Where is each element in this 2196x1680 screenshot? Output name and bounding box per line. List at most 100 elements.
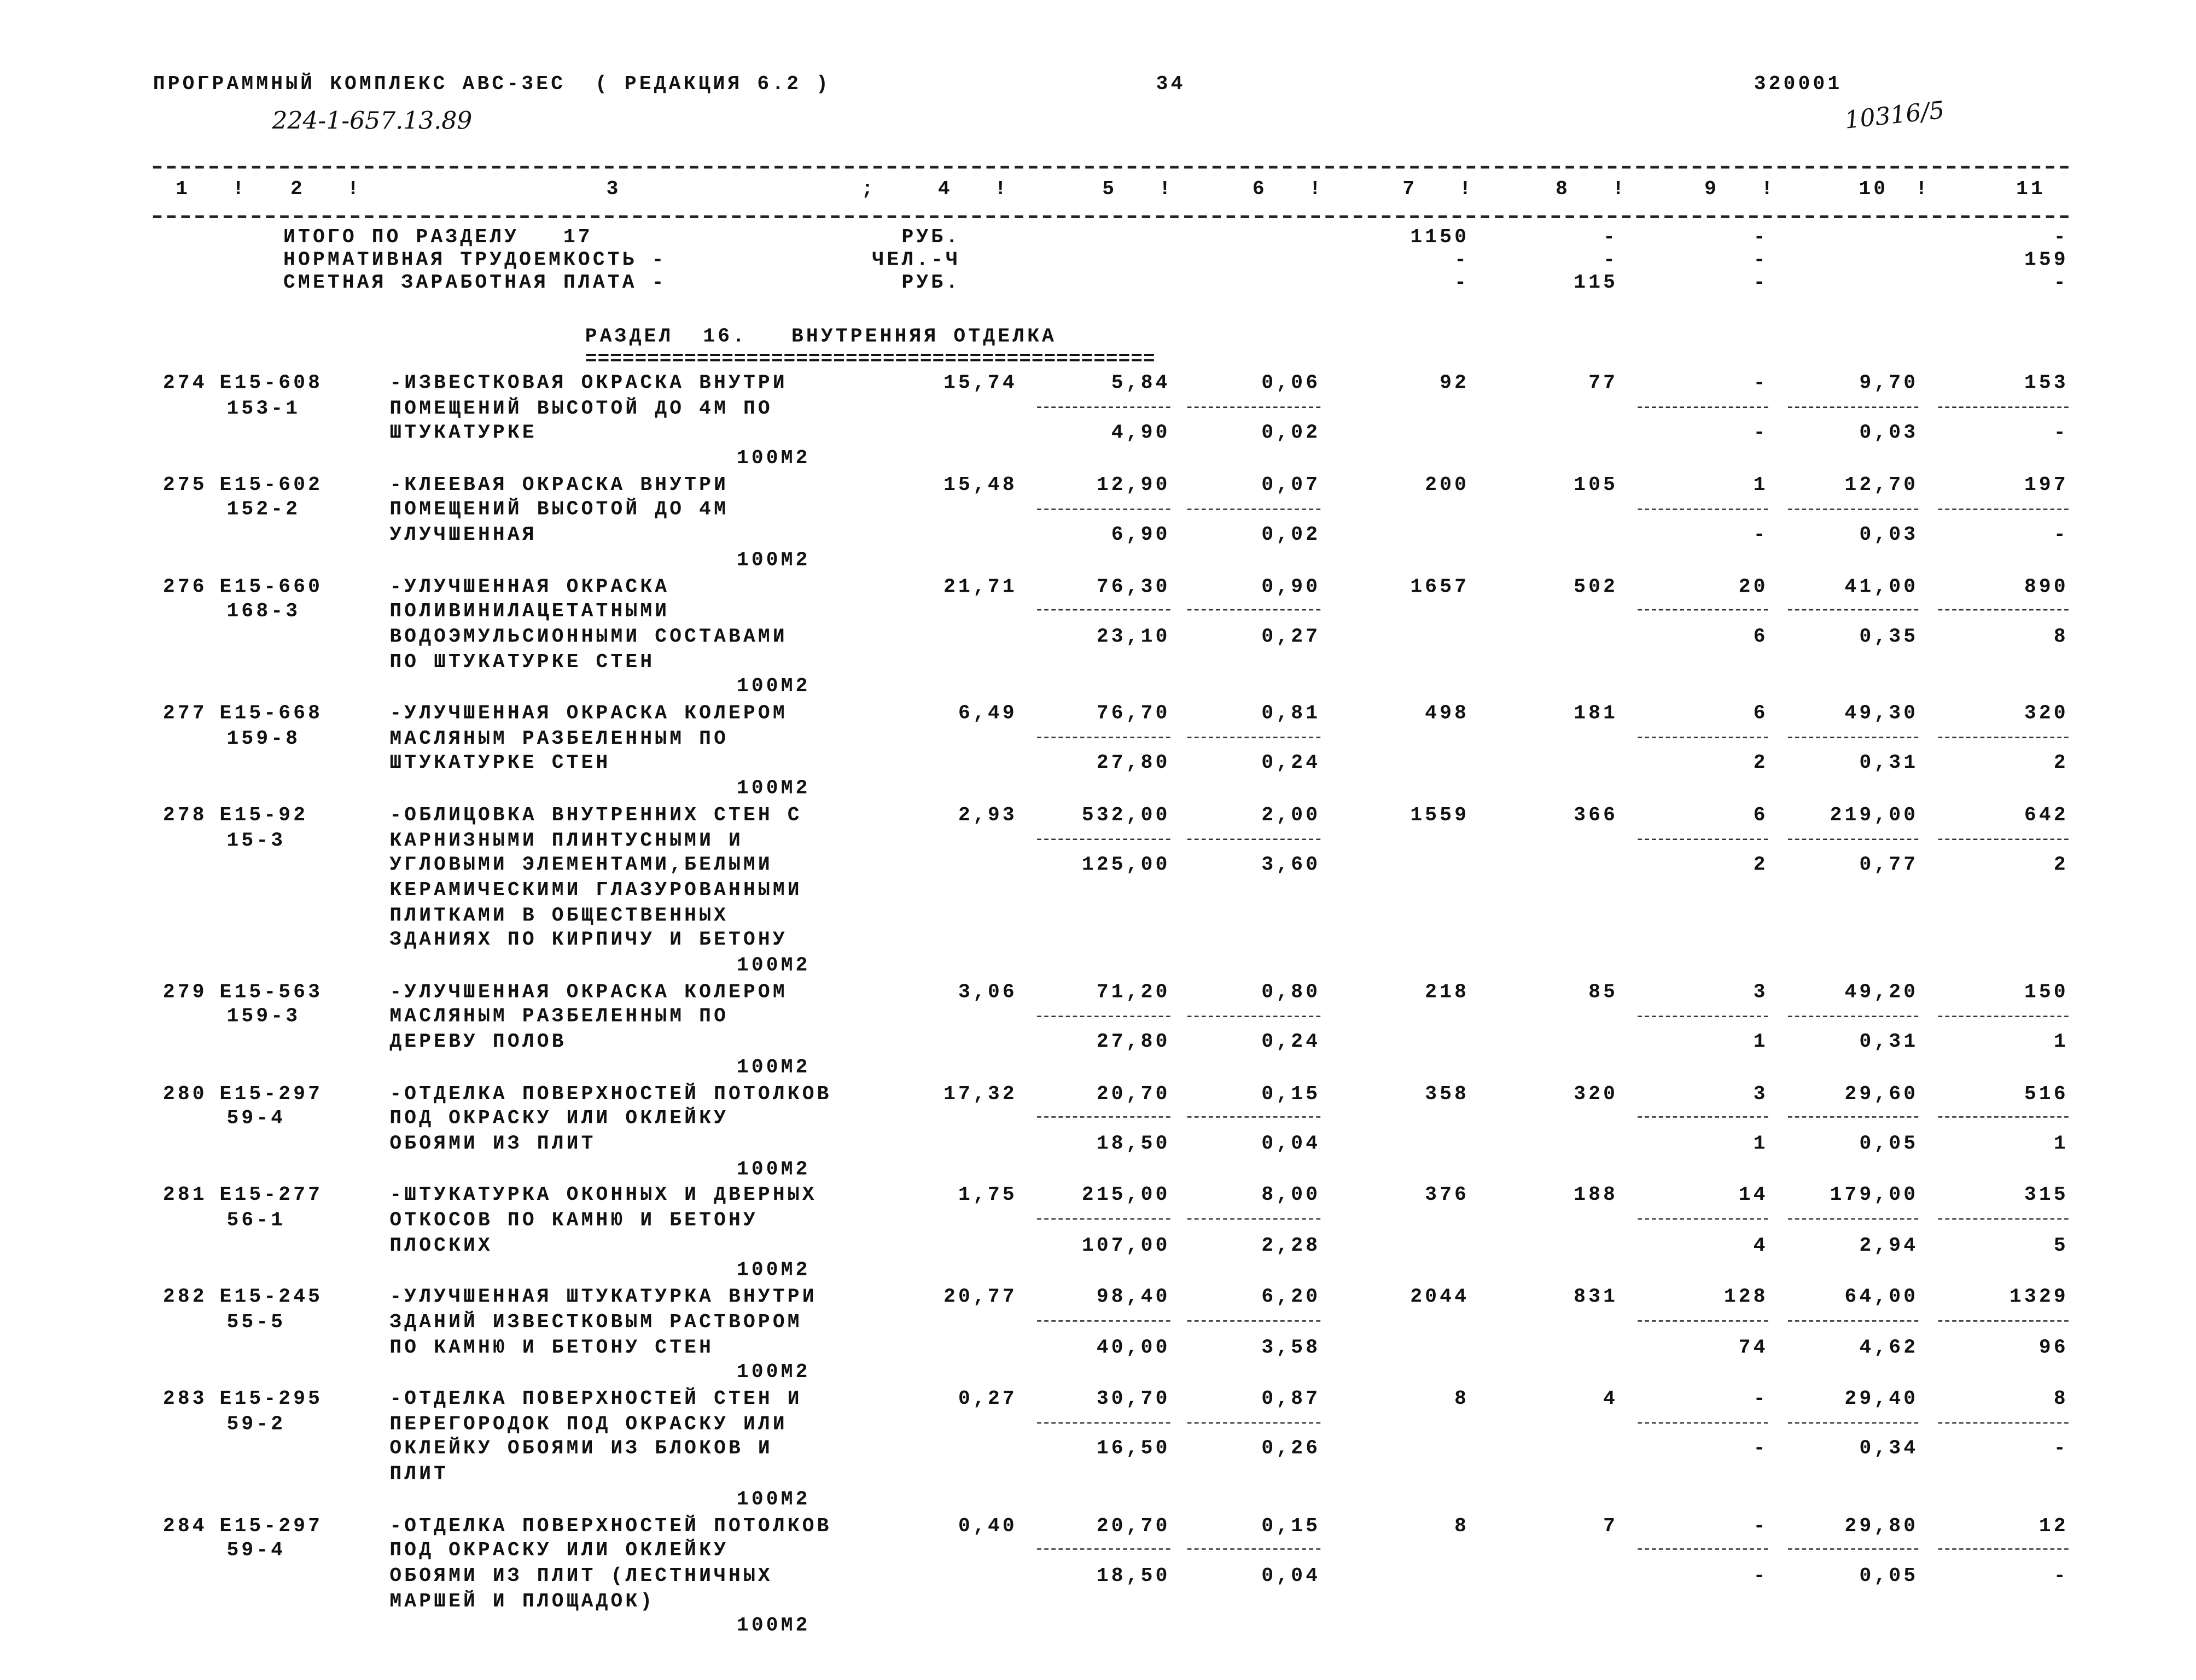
value-c6: 0,81 [1261, 703, 1321, 726]
subtotal-divider [1638, 1218, 1768, 1220]
subtotal-divider [1938, 1117, 2069, 1119]
rate-code: Е15-295 [219, 1388, 323, 1411]
totals-value-c9: - [1753, 226, 1768, 249]
subtotal-divider [1187, 1549, 1321, 1550]
page-number: 34 [1156, 73, 1186, 97]
column-separator: ! [1309, 178, 1324, 201]
work-description-line: ОТКОСОВ ПО КАМНЮ И БЕТОНУ [389, 1210, 758, 1233]
work-description-line: ЗДАНИЯХ ПО КИРПИЧУ И БЕТОНУ [389, 930, 788, 953]
work-description-line: МАСЛЯНЫМ РАЗБЕЛЕННЫМ ПО [389, 727, 729, 751]
document-code: 320001 [1754, 73, 1843, 97]
value-c6: 0,80 [1261, 981, 1321, 1004]
unit-of-measure: 100М2 [736, 1488, 811, 1512]
value-c6: 8,00 [1261, 1185, 1321, 1208]
value-c9-sub: - [1753, 422, 1768, 446]
value-c9-sub: 4 [1753, 1235, 1768, 1258]
value-c5-sub: 27,80 [1096, 1031, 1170, 1054]
column-header-8: 8 [1556, 178, 1571, 201]
handwritten-number: 10316/5 [1843, 97, 1946, 136]
rate-code: Е15-245 [219, 1286, 323, 1309]
subtotal-divider [1187, 406, 1321, 408]
column-header-1: 1 [176, 178, 191, 201]
subtotal-divider [1638, 406, 1768, 408]
unit-of-measure: 100М2 [736, 447, 811, 471]
value-c8: 366 [1574, 804, 1618, 827]
value-c10: 49,30 [1844, 703, 1919, 726]
work-description-line: ОКЛЕЙКУ ОБОЯМИ ИЗ БЛОКОВ И [389, 1438, 773, 1461]
subtotal-divider [1638, 1422, 1768, 1424]
rate-subcode: 152-2 [226, 499, 301, 522]
value-c5: 76,70 [1096, 703, 1170, 726]
column-separator: ! [347, 178, 362, 201]
value-c6: 6,20 [1261, 1286, 1321, 1309]
value-c5-sub: 6,90 [1111, 524, 1170, 547]
value-c5-sub: 23,10 [1096, 626, 1170, 649]
row-number: 283 [162, 1388, 207, 1411]
value-c9-sub: 6 [1753, 626, 1768, 649]
value-c6: 0,87 [1261, 1388, 1321, 1411]
value-c7: 218 [1425, 981, 1470, 1004]
row-number: 275 [162, 474, 207, 497]
handwritten-reference: 224-1-657.13.89 [272, 107, 473, 136]
value-c10: 29,40 [1844, 1388, 1919, 1411]
value-c11: 153 [2024, 372, 2069, 395]
subtotal-divider [1638, 736, 1768, 738]
value-c11-sub: - [2053, 524, 2069, 547]
value-c11-sub: 1 [2053, 1133, 2069, 1156]
subtotal-divider [1787, 1320, 1919, 1322]
value-c11-sub: 8 [2053, 626, 2069, 649]
value-c5: 76,30 [1096, 576, 1170, 599]
subtotal-divider [1187, 736, 1321, 738]
work-description-line: -ИЗВЕСТКОВАЯ ОКРАСКА ВНУТРИ [389, 372, 788, 395]
quantity: 0,27 [958, 1388, 1017, 1411]
value-c9: 3 [1753, 981, 1768, 1004]
totals-unit: РУБ. [901, 226, 961, 249]
value-c10: 9,70 [1859, 372, 1919, 395]
rate-code: Е15-297 [219, 1515, 323, 1538]
totals-value-c7: - [1454, 249, 1470, 272]
quantity: 15,74 [943, 372, 1017, 395]
header-rule-top [153, 166, 2069, 169]
subtotal-divider [1638, 1549, 1768, 1550]
totals-value-c7: - [1454, 272, 1470, 295]
subtotal-divider [1638, 610, 1768, 611]
work-description-line: ПЕРЕГОРОДОК ПОД ОКРАСКУ ИЛИ [389, 1413, 788, 1436]
subtotal-divider [1787, 838, 1919, 840]
work-description-line: -ОБЛИЦОВКА ВНУТРЕННИХ СТЕН С [389, 804, 802, 827]
value-c9-sub: 2 [1753, 854, 1768, 878]
value-c10: 29,80 [1844, 1515, 1919, 1538]
value-c8: 181 [1574, 703, 1618, 726]
value-c9: 6 [1753, 703, 1768, 726]
value-c8: 831 [1574, 1286, 1618, 1309]
unit-of-measure: 100М2 [736, 778, 811, 801]
value-c7: 376 [1425, 1185, 1470, 1208]
subtotal-divider [1187, 1422, 1321, 1424]
value-c11: 12 [2038, 1515, 2069, 1538]
quantity: 15,48 [943, 474, 1017, 497]
value-c8: 188 [1574, 1185, 1618, 1208]
subtotal-divider [1938, 1320, 2069, 1322]
value-c11: 320 [2024, 703, 2069, 726]
totals-value-c8: 115 [1574, 272, 1618, 295]
subtotal-divider [1938, 508, 2069, 510]
value-c6: 0,15 [1261, 1083, 1321, 1106]
value-c9-sub: 74 [1738, 1337, 1768, 1360]
subtotal-divider [1037, 1117, 1170, 1119]
column-header-3: 3 [606, 178, 621, 201]
value-c5: 30,70 [1096, 1388, 1170, 1411]
subtotal-divider [1938, 838, 2069, 840]
value-c6-sub: 0,02 [1261, 422, 1321, 446]
value-c11: 315 [2024, 1185, 2069, 1208]
work-description-line: ПОД ОКРАСКУ ИЛИ ОКЛЕЙКУ [389, 1540, 729, 1563]
value-c9-sub: 2 [1753, 752, 1768, 776]
value-c7: 1657 [1410, 576, 1470, 599]
work-description-line: ПОМЕЩЕНИЙ ВЫСОТОЙ ДО 4М [389, 499, 729, 522]
value-c5: 20,70 [1096, 1083, 1170, 1106]
value-c11: 150 [2024, 981, 2069, 1004]
value-c11-sub: 2 [2053, 752, 2069, 776]
work-description-line: -КЛЕЕВАЯ ОКРАСКА ВНУТРИ [389, 474, 729, 497]
value-c6-sub: 0,27 [1261, 626, 1321, 649]
quantity: 3,06 [958, 981, 1017, 1004]
value-c11-sub: 96 [2038, 1337, 2069, 1360]
value-c6-sub: 0,02 [1261, 524, 1321, 547]
